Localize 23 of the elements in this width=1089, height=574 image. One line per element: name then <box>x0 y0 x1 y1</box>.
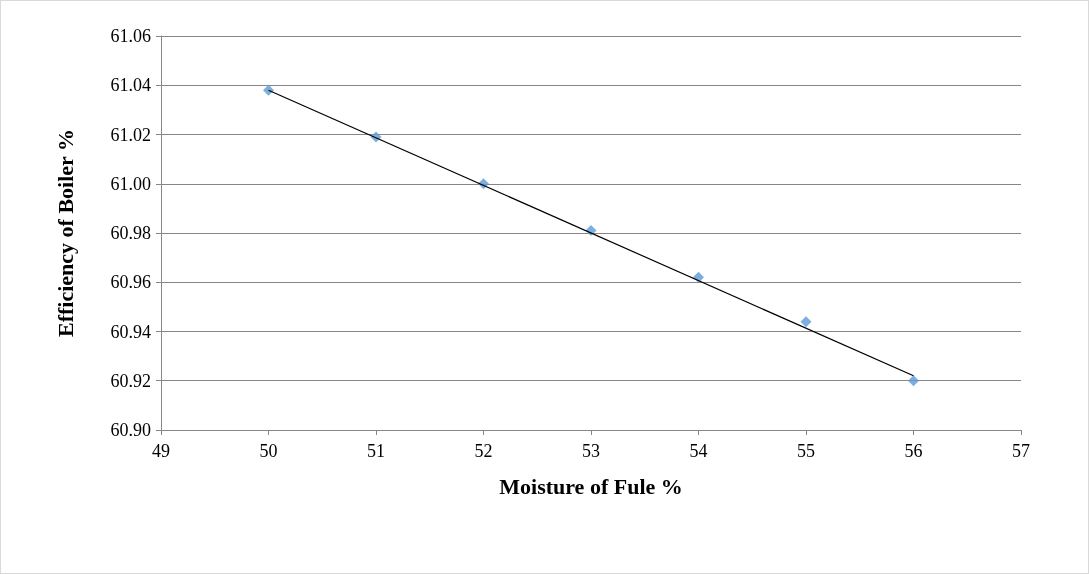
x-tick-label: 56 <box>904 441 923 461</box>
y-tick-label: 60.96 <box>110 272 151 293</box>
y-tick-label: 60.92 <box>110 370 151 391</box>
x-tick-label: 49 <box>152 441 170 461</box>
y-tick-label: 60.90 <box>110 420 151 440</box>
y-tick-label: 61.02 <box>110 124 151 145</box>
y-axis-title: Efficiency of Boiler % <box>52 129 78 337</box>
point <box>263 84 274 96</box>
x-tick-label: 57 <box>1012 441 1030 461</box>
x-tick-label: 53 <box>582 441 600 461</box>
y-tick-label: 61.00 <box>110 173 151 194</box>
y-tick-label: 60.94 <box>110 321 151 342</box>
point <box>908 375 919 387</box>
x-tick-label: 50 <box>259 441 278 461</box>
x-tick-label: 55 <box>797 441 815 461</box>
x-tick-label: 54 <box>689 441 708 461</box>
x-axis-title: Moisture of Fule % <box>499 473 683 499</box>
y-tick-label: 61.06 <box>110 26 151 46</box>
point <box>800 316 812 328</box>
y-tick-label: 61.04 <box>110 75 151 96</box>
x-tick-label: 52 <box>474 441 493 461</box>
x-tick-label: 51 <box>367 441 385 461</box>
y-tick-label: 60.98 <box>110 223 151 243</box>
